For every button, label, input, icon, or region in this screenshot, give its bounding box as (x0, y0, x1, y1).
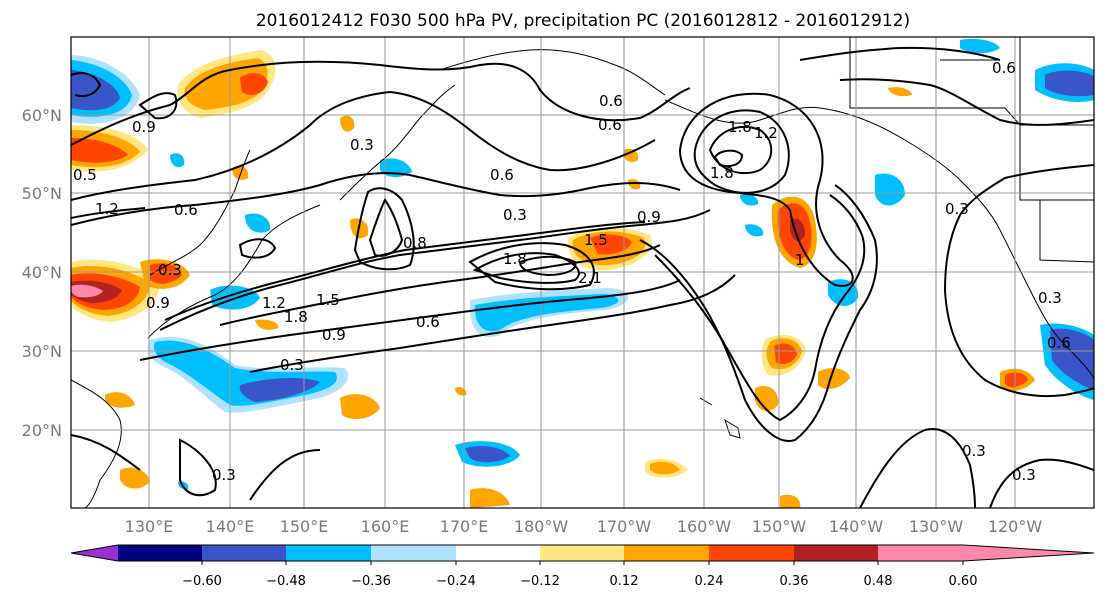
contour-label: 0.9 (132, 118, 156, 136)
contour-label: 0.6 (490, 166, 514, 184)
map-panel: 0.9 1.2 0.6 0.3 0.9 1.2 1.5 1.8 0.9 0.3 … (71, 37, 1094, 508)
contour-label: 1.8 (710, 164, 734, 182)
contour-label: 1.5 (316, 291, 340, 309)
contour-label: 0.6 (598, 116, 622, 134)
precipitation-shading (71, 38, 1094, 508)
colorbar-tick-label: 0.48 (864, 574, 893, 589)
contour-label: 0.3 (945, 200, 969, 218)
colorbar-tick-label: 0.60 (949, 574, 978, 589)
contour-label: 1.2 (262, 294, 286, 312)
colorbar-cell (286, 545, 371, 561)
contour-label: 0.3 (280, 356, 304, 374)
contour-label: 2.1 (578, 269, 602, 287)
lat-label: 60°N (22, 106, 62, 125)
colorbar-cell (456, 545, 540, 561)
contour-label: 1.8 (284, 308, 308, 326)
contour-label: 1.2 (95, 200, 119, 218)
colorbar-tick-label: 0.36 (780, 574, 809, 589)
colorbar-ticks (201, 561, 964, 565)
lon-label: 130°E (125, 517, 174, 536)
colorbar-cell (371, 545, 456, 561)
contour-label: 0.3 (350, 136, 374, 154)
lon-label: 130°W (909, 517, 964, 536)
colorbar-tick-label: −0.36 (351, 574, 391, 589)
contour-label: 1.2 (754, 124, 778, 142)
lon-label: 170°W (597, 517, 652, 536)
contour-label: 0.3 (158, 261, 182, 279)
colorbar-cell (624, 545, 709, 561)
colorbar-tick-label: −0.24 (436, 574, 476, 589)
colorbar-extend-min (71, 545, 118, 561)
colorbar-cell (202, 545, 286, 561)
lon-label: 170°E (440, 517, 489, 536)
contour-label: 0.3 (962, 442, 986, 460)
lat-label: 30°N (22, 342, 62, 361)
colorbar-cell (709, 545, 794, 561)
lon-label: 150°E (280, 517, 329, 536)
contour-labels: 0.9 1.2 0.6 0.3 0.9 1.2 1.5 1.8 0.9 0.3 … (73, 59, 1071, 484)
contour-label: 1.5 (584, 231, 608, 249)
contour-label: 0.6 (599, 92, 623, 110)
colorbar-outline (70, 544, 1095, 562)
lon-label: 180°W (514, 517, 569, 536)
lon-label: 140°E (206, 517, 255, 536)
lon-label: 160°E (361, 517, 410, 536)
colorbar-cell (794, 545, 878, 561)
lon-label: 140°W (829, 517, 884, 536)
pv-contours (71, 46, 1094, 508)
colorbar: −0.60 −0.48 −0.36 −0.24 −0.12 0.12 0.24 … (70, 544, 1095, 589)
contour-label: 0.9 (637, 208, 661, 226)
contour-label: 0.6 (1047, 334, 1071, 352)
longitude-labels: 130°E 140°E 150°E 160°E 170°E 180°W 170°… (125, 517, 1043, 536)
colorbar-extend-max (963, 545, 1094, 561)
contour-label: 0.9 (146, 294, 170, 312)
contour-label: 0.3 (212, 466, 236, 484)
contour-label: 1.8 (503, 250, 527, 268)
contour-label: 0.6 (416, 313, 440, 331)
contour-label: 0.5 (73, 166, 97, 184)
contour-label: 1.8 (728, 118, 752, 136)
colorbar-tick-label: 0.12 (610, 574, 639, 589)
figure-title: 2016012412 F030 500 hPa PV, precipitatio… (256, 11, 910, 31)
lon-label: 120°W (988, 517, 1043, 536)
graticule (71, 37, 1094, 508)
contour-label: 0.6 (992, 59, 1016, 77)
lon-label: 160°W (677, 517, 732, 536)
lat-label: 40°N (22, 263, 62, 282)
contour-label: 0.3 (1038, 289, 1062, 307)
colorbar-tick-label: −0.60 (182, 574, 222, 589)
contour-label: 0.6 (174, 201, 198, 219)
lat-label: 50°N (22, 184, 62, 203)
colorbar-cell (540, 545, 624, 561)
colorbar-tick-label: −0.48 (266, 574, 306, 589)
contour-label: 0.8 (403, 234, 427, 252)
colorbar-tick-label: −0.12 (520, 574, 560, 589)
lat-label: 20°N (22, 421, 62, 440)
lon-label: 150°W (752, 517, 807, 536)
colorbar-cell (118, 545, 202, 561)
colorbar-tick-label: 0.24 (695, 574, 724, 589)
contour-label: 1 (795, 251, 805, 269)
colorbar-cell (878, 545, 963, 561)
contour-label: 0.9 (322, 326, 346, 344)
contour-label: 0.3 (503, 206, 527, 224)
latitude-labels: 60°N 50°N 40°N 30°N 20°N (22, 106, 62, 440)
map-frame (70, 36, 1095, 509)
contour-label: 0.3 (1012, 466, 1036, 484)
